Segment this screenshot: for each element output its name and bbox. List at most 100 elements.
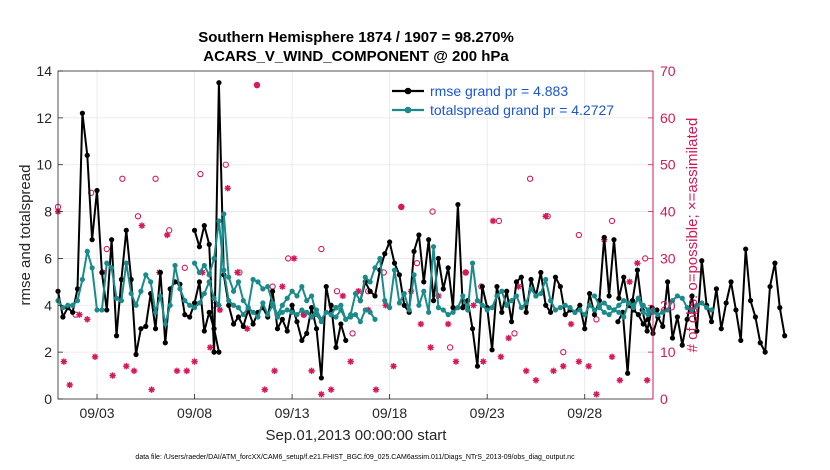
spread-point-2-29: [469, 260, 476, 266]
rmse-point-4-6: [644, 328, 650, 334]
rmse-point-3-48: [591, 312, 598, 318]
rmse-point-3-84: [767, 283, 773, 290]
obs-possible-marker-15: [285, 255, 292, 262]
rmse-point-3-21: [460, 305, 466, 311]
spread-point-2-22: [435, 305, 442, 311]
rmse-point-3-75: [723, 300, 729, 306]
rmse-point-0-14: [123, 227, 129, 233]
rmse-point-4-8: [654, 307, 660, 313]
spread-point-2-65: [645, 307, 651, 313]
obs-assimilated-marker-2: [66, 381, 73, 389]
rmse-point-3-15: [430, 298, 437, 304]
spread-point-2-76: [699, 300, 705, 306]
rmse-point-3-53: [616, 295, 622, 301]
spread-point-2-41: [528, 286, 534, 292]
rmse-point-1-18: [279, 316, 285, 322]
obs-possible-marker-30: [526, 175, 534, 182]
spread-point-2-68: [660, 309, 666, 315]
x-tick-label-5: 09/28: [567, 405, 602, 421]
rmse-point-3-18: [445, 265, 451, 271]
spread-point-0-24: [172, 262, 178, 269]
spread-point-0-18: [143, 272, 149, 278]
obs-possible-marker-3: [103, 245, 110, 253]
rmse-point-1-21: [294, 319, 300, 325]
rmse-line-0: [57, 112, 220, 356]
spread-point-2-20: [426, 309, 432, 315]
spread-point-2-44: [543, 276, 549, 283]
rmse-point-3-62: [660, 323, 666, 329]
spread-point-1-17: [274, 314, 281, 320]
rmse-point-0-4: [74, 286, 81, 292]
legend: rmse grand pr = 4.883 totalspread grand …: [392, 83, 614, 118]
left-tick-label-1: 2: [44, 344, 52, 360]
spread-point-0-12: [113, 295, 120, 301]
obs-possible-marker-25: [446, 344, 454, 351]
spread-point-1-27: [323, 309, 329, 315]
spread-point-2-40: [523, 300, 529, 306]
rmse-point-3-12: [416, 232, 422, 238]
obs-assimilated-marker-14: [173, 367, 181, 375]
spread-point-2-37: [508, 298, 515, 304]
spread-point-2-25: [450, 309, 456, 315]
rmse-point-3-74: [718, 326, 724, 332]
spread-point-0-17: [138, 288, 144, 294]
rmse-point-1-8: [230, 321, 237, 327]
spread-point-1-7: [226, 298, 232, 304]
spread-point-2-49: [567, 305, 573, 311]
obs-assimilated-marker-3: [76, 311, 83, 318]
right-tick-label-4: 40: [660, 204, 676, 220]
rmse-point-1-3: [206, 241, 212, 247]
spread-point-0-8: [94, 307, 100, 313]
spread-point-0-2: [65, 302, 71, 308]
obs-assimilated-marker-11: [148, 386, 155, 393]
spread-point-0-25: [177, 286, 183, 292]
rmse-point-3-67: [684, 316, 690, 322]
rmse-point-3-35: [528, 276, 534, 283]
rmse-point-3-19: [450, 305, 456, 311]
spread-point-0-29: [196, 300, 203, 306]
rmse-point-3-83: [762, 349, 768, 355]
rmse-point-3-68: [689, 293, 695, 299]
spread-point-2-19: [421, 288, 427, 294]
rmse-point-0-17: [138, 326, 144, 332]
spread-point-0-32: [211, 295, 217, 301]
spread-point-2-59: [616, 302, 622, 308]
spread-point-2-52: [582, 312, 588, 318]
spread-point-1-14: [260, 300, 266, 306]
spread-point-0-3: [70, 302, 76, 308]
rmse-point-3-7: [391, 260, 398, 266]
rmse-point-3-77: [733, 307, 739, 313]
spread-point-1-9: [235, 305, 242, 311]
legend-spread-marker: [404, 106, 412, 114]
spread-point-1-29: [333, 314, 339, 320]
spread-point-1-8: [230, 302, 237, 308]
rmse-line-3: [359, 203, 786, 368]
spread-point-2-73: [684, 305, 690, 311]
spread-point-2-6: [357, 298, 363, 304]
obs-assimilated-marker-49: [489, 217, 497, 225]
obs-assimilated-marker-30: [318, 391, 325, 398]
obs-assimilated-marker-52: [515, 283, 522, 290]
obs-possible-marker-4: [119, 175, 126, 182]
spread-point-1-15: [265, 312, 271, 318]
spread-point-2-10: [377, 255, 383, 262]
legend-spread-label: totalspread grand pr = 4.2727: [430, 102, 614, 118]
obs-assimilated-marker-46: [462, 269, 469, 276]
left-y-axis-label: rmse and totalspread: [17, 165, 34, 306]
obs-assimilated-marker-65: [626, 278, 633, 286]
obs-assimilated-marker-66: [634, 259, 641, 267]
rmse-point-1-5: [216, 80, 222, 86]
spread-point-1-16: [269, 302, 276, 308]
spread-point-0-14: [123, 260, 129, 266]
grid-lines: [58, 71, 653, 399]
rmse-point-3-73: [713, 286, 720, 292]
rmse-point-3-52: [611, 237, 617, 243]
rmse-point-3-42: [562, 312, 568, 318]
obs-assimilated-marker-9: [130, 367, 138, 375]
rmse-point-1-2: [201, 223, 207, 229]
obs-assimilated-marker-60: [585, 363, 592, 370]
spread-point-3-6: [621, 314, 627, 320]
right-tick-label-5: 50: [660, 157, 676, 173]
obs-assimilated-marker-28: [300, 311, 308, 318]
obs-assimilated-marker-24: [261, 386, 268, 393]
